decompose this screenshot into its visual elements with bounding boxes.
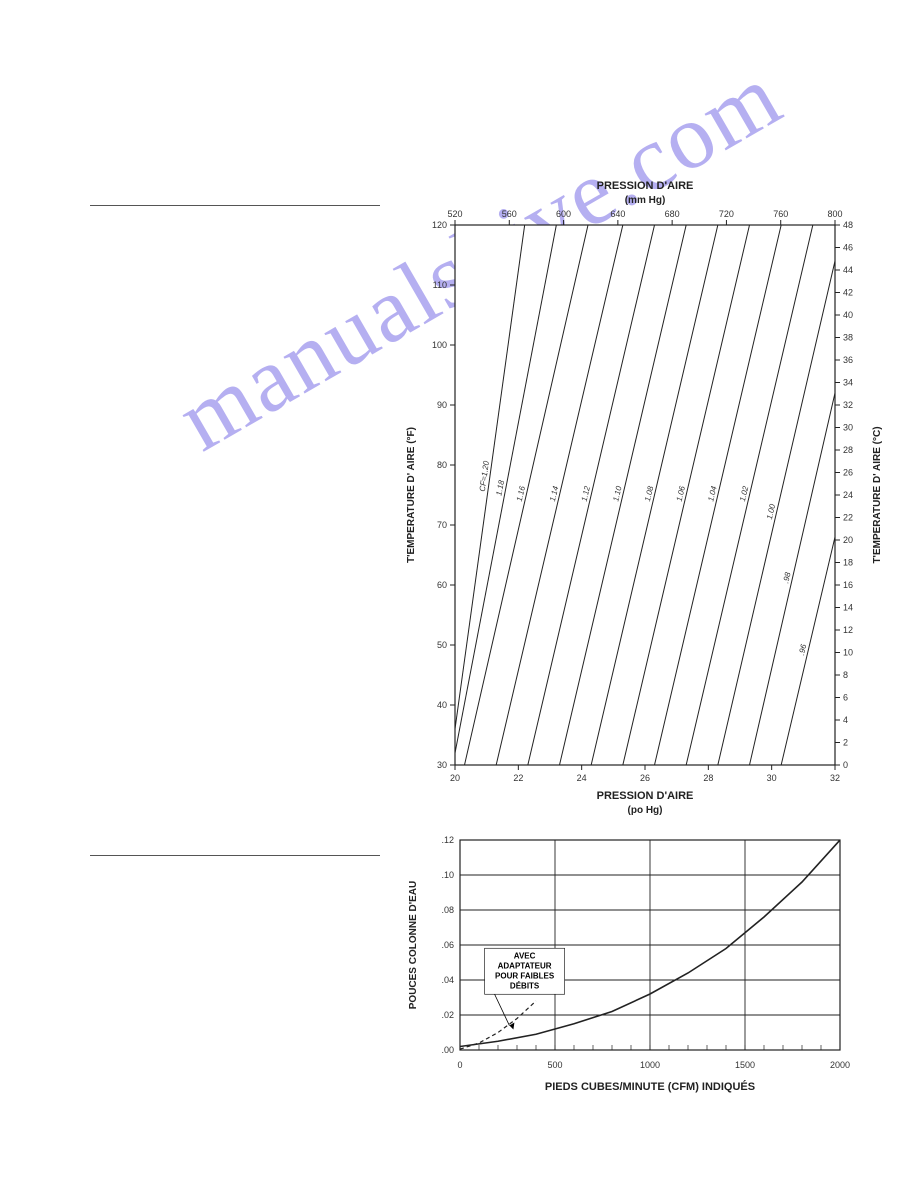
- svg-text:22: 22: [513, 773, 523, 783]
- svg-text:70: 70: [437, 520, 447, 530]
- svg-text:32: 32: [830, 773, 840, 783]
- svg-text:46: 46: [843, 243, 853, 253]
- svg-text:640: 640: [610, 209, 625, 219]
- svg-text:80: 80: [437, 460, 447, 470]
- svg-text:POUCES COLONNE D'EAU: POUCES COLONNE D'EAU: [408, 881, 419, 1010]
- svg-text:14: 14: [843, 603, 853, 613]
- svg-text:ADAPTATEUR: ADAPTATEUR: [498, 961, 552, 970]
- svg-text:8: 8: [843, 670, 848, 680]
- svg-text:POUR FAIBLES: POUR FAIBLES: [495, 971, 555, 980]
- svg-text:34: 34: [843, 378, 853, 388]
- svg-text:720: 720: [719, 209, 734, 219]
- svg-text:(mm Hg): (mm Hg): [625, 195, 666, 206]
- svg-text:1000: 1000: [640, 1060, 660, 1070]
- svg-text:2000: 2000: [830, 1060, 850, 1070]
- svg-text:40: 40: [437, 700, 447, 710]
- left-column-rule-2: [90, 855, 380, 856]
- svg-text:24: 24: [843, 490, 853, 500]
- svg-text:.04: .04: [441, 975, 454, 985]
- svg-text:10: 10: [843, 648, 853, 658]
- svg-text:44: 44: [843, 265, 853, 275]
- svg-text:0: 0: [843, 760, 848, 770]
- svg-text:T'EMPERATURE D' AIRE (°F): T'EMPERATURE D' AIRE (°F): [406, 427, 417, 563]
- svg-text:12: 12: [843, 625, 853, 635]
- svg-text:PRESSION D'AIRE: PRESSION D'AIRE: [597, 790, 694, 802]
- svg-text:20: 20: [843, 535, 853, 545]
- svg-text:500: 500: [547, 1060, 562, 1070]
- svg-text:30: 30: [767, 773, 777, 783]
- svg-text:48: 48: [843, 220, 853, 230]
- svg-text:6: 6: [843, 693, 848, 703]
- svg-text:50: 50: [437, 640, 447, 650]
- svg-text:680: 680: [665, 209, 680, 219]
- svg-text:110: 110: [433, 280, 447, 290]
- svg-text:90: 90: [437, 400, 447, 410]
- svg-text:520: 520: [447, 209, 462, 219]
- svg-text:560: 560: [502, 209, 517, 219]
- svg-text:32: 32: [843, 400, 853, 410]
- svg-text:1500: 1500: [735, 1060, 755, 1070]
- svg-text:22: 22: [843, 513, 853, 523]
- svg-text:40: 40: [843, 310, 853, 320]
- svg-text:26: 26: [640, 773, 650, 783]
- svg-text:20: 20: [450, 773, 460, 783]
- svg-text:60: 60: [437, 580, 447, 590]
- left-column-rule-1: [90, 205, 380, 206]
- svg-text:30: 30: [843, 423, 853, 433]
- svg-text:800: 800: [827, 209, 842, 219]
- pressure-drop-chart: 0 500 1000 1500 2000 .00 .02 .04 .06 .08 .10 .12 PIE…: [400, 830, 870, 1105]
- svg-text:100: 100: [432, 340, 447, 350]
- svg-text:PIEDS CUBES/MINUTE (CFM) INDIQ: PIEDS CUBES/MINUTE (CFM) INDIQUÉS: [545, 1080, 755, 1093]
- svg-text:38: 38: [843, 333, 853, 343]
- svg-text:4: 4: [843, 715, 848, 725]
- svg-text:18: 18: [843, 558, 853, 568]
- svg-text:.08: .08: [441, 905, 454, 915]
- svg-text:30: 30: [437, 760, 447, 770]
- svg-text:2: 2: [843, 738, 848, 748]
- svg-text:120: 120: [432, 220, 447, 230]
- svg-text:T'EMPERATURE D' AIRE (°C): T'EMPERATURE D' AIRE (°C): [872, 426, 883, 563]
- svg-text:16: 16: [843, 580, 853, 590]
- svg-text:28: 28: [843, 445, 853, 455]
- svg-text:DÉBITS: DÉBITS: [510, 981, 540, 990]
- svg-text:42: 42: [843, 288, 853, 298]
- svg-text:26: 26: [843, 468, 853, 478]
- svg-text:28: 28: [703, 773, 713, 783]
- svg-text:.06: .06: [441, 940, 454, 950]
- svg-text:.00: .00: [441, 1045, 454, 1055]
- svg-text:760: 760: [773, 209, 788, 219]
- svg-text:.12: .12: [441, 835, 454, 845]
- svg-text:24: 24: [577, 773, 587, 783]
- svg-text:AVEC: AVEC: [514, 951, 536, 960]
- svg-text:(po Hg): (po Hg): [628, 805, 663, 815]
- svg-text:PRESSION D'AIRE: PRESSION D'AIRE: [597, 180, 694, 192]
- svg-text:600: 600: [556, 209, 571, 219]
- svg-text:36: 36: [843, 355, 853, 365]
- svg-text:.10: .10: [441, 870, 454, 880]
- correction-factor-chart: PRESSION D'AIRE (mm Hg) PRESSION D'AIRE (po…: [400, 175, 870, 815]
- svg-text:.02: .02: [441, 1010, 454, 1020]
- svg-text:0: 0: [457, 1060, 462, 1070]
